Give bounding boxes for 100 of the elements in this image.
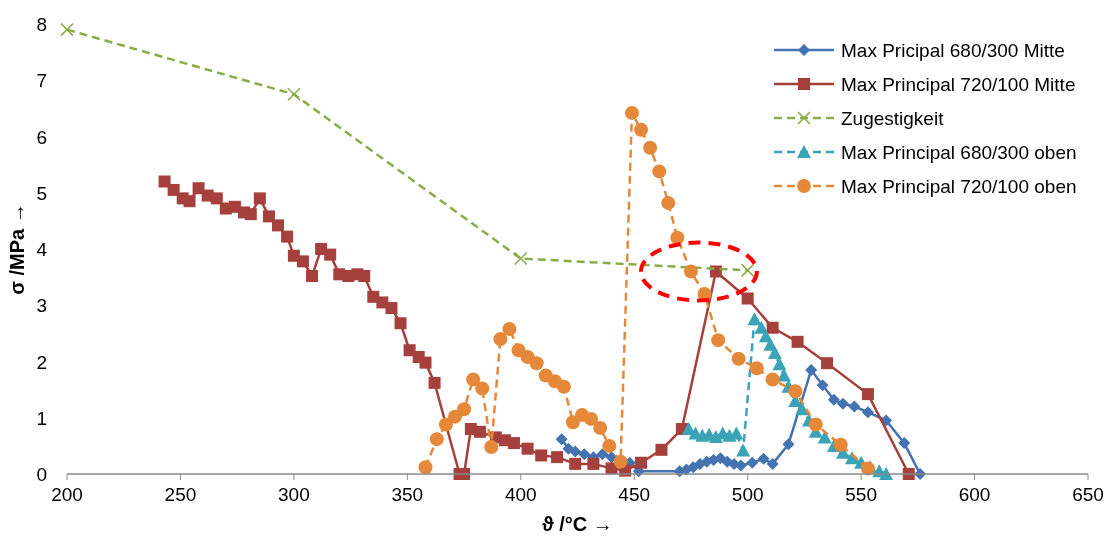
- point: [711, 333, 726, 348]
- point: [791, 335, 804, 348]
- point: [661, 195, 676, 210]
- point: [358, 270, 371, 282]
- point: [816, 379, 829, 392]
- point: [535, 449, 548, 462]
- point: [833, 437, 848, 452]
- point: [757, 452, 770, 465]
- point: [281, 230, 294, 243]
- point: [747, 312, 762, 326]
- point: [634, 122, 649, 137]
- point: [457, 402, 472, 417]
- point: [736, 443, 751, 457]
- legend-label: Max Principal 680/300 oben: [841, 142, 1077, 163]
- point: [556, 379, 571, 394]
- point: [565, 415, 580, 430]
- point: [643, 140, 658, 155]
- x-tick-label: 450: [618, 484, 651, 505]
- point: [287, 87, 301, 102]
- point: [493, 332, 508, 346]
- point: [296, 255, 309, 268]
- point: [306, 270, 319, 282]
- x-tick-label: 250: [164, 484, 197, 505]
- x-tick-label: 300: [278, 484, 310, 505]
- point: [158, 175, 171, 188]
- y-tick-label: 8: [36, 14, 47, 35]
- point: [587, 457, 600, 470]
- y-tick-label: 1: [36, 407, 47, 429]
- point: [827, 393, 840, 406]
- y-tick-label: 0: [36, 464, 47, 485]
- point: [836, 397, 849, 410]
- point: [438, 417, 453, 432]
- point: [584, 411, 599, 426]
- point: [687, 461, 700, 474]
- point: [466, 372, 481, 387]
- point: [683, 264, 698, 279]
- point: [788, 384, 803, 399]
- point: [821, 357, 834, 370]
- x-tick-label: 200: [51, 484, 83, 505]
- point: [394, 317, 407, 330]
- point: [475, 381, 490, 396]
- x-tick-label: 550: [845, 484, 877, 505]
- point: [861, 406, 874, 419]
- point: [740, 263, 755, 278]
- point: [514, 251, 528, 266]
- y-tick-label: 5: [36, 182, 47, 204]
- point: [272, 219, 285, 232]
- point: [210, 192, 223, 205]
- point: [244, 208, 257, 221]
- point: [447, 409, 462, 424]
- point: [805, 363, 818, 376]
- y-tick-label: 3: [36, 295, 47, 317]
- y-axis-title: σ /MPa →: [6, 203, 28, 295]
- point: [551, 451, 564, 464]
- point: [167, 183, 180, 196]
- y-tick-label: 2: [36, 351, 47, 373]
- x-tick-label: 650: [1072, 484, 1104, 505]
- y-tick-label: 7: [36, 70, 47, 92]
- point: [192, 182, 205, 195]
- point: [507, 437, 520, 450]
- point: [766, 321, 779, 334]
- point: [765, 372, 780, 387]
- legend-label: Max Principal 720/100 Mitte: [841, 74, 1076, 95]
- point: [652, 164, 667, 179]
- point: [428, 376, 441, 389]
- point: [861, 388, 874, 401]
- point: [429, 432, 444, 447]
- point: [60, 22, 74, 37]
- point: [635, 456, 648, 469]
- legend-label: Max Pricipal 680/300 Mitte: [841, 40, 1065, 61]
- point: [555, 433, 568, 446]
- point: [529, 356, 544, 371]
- point: [746, 456, 759, 469]
- point: [419, 356, 432, 369]
- x-tick-label: 400: [504, 484, 537, 505]
- point: [262, 210, 275, 223]
- point: [749, 361, 764, 376]
- point: [848, 400, 861, 413]
- point: [569, 457, 582, 470]
- point: [418, 460, 433, 475]
- point: [596, 448, 609, 461]
- x-tick-label: 500: [731, 484, 764, 505]
- point: [766, 457, 779, 470]
- x-axis-title: ϑ /°C →: [542, 513, 613, 535]
- legend-label: Zugestigkeit: [841, 108, 945, 129]
- point: [569, 445, 582, 458]
- point: [655, 443, 668, 456]
- point: [602, 438, 617, 453]
- x-tick-label: 350: [391, 484, 424, 505]
- point: [772, 357, 787, 371]
- point: [385, 302, 398, 315]
- legend-label: Max Principal 720/100 oben: [841, 176, 1077, 197]
- point: [521, 442, 534, 455]
- point: [593, 420, 608, 435]
- point: [253, 192, 266, 205]
- point: [624, 105, 639, 120]
- point: [578, 448, 591, 461]
- point: [898, 437, 911, 450]
- y-tick-label: 4: [36, 239, 48, 260]
- point: [782, 438, 795, 451]
